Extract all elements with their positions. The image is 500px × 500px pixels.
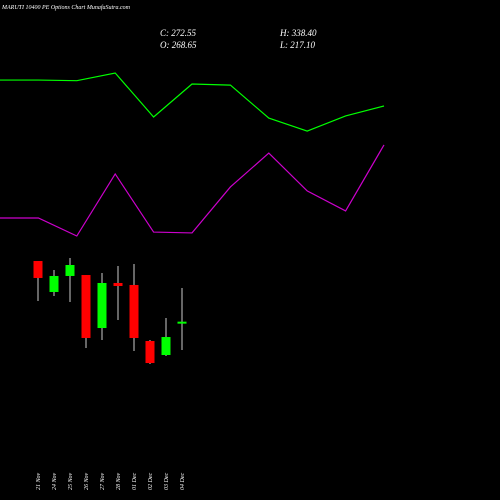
candle-body xyxy=(33,261,43,278)
candle-body xyxy=(161,337,171,356)
x-tick-label: 25 Nov xyxy=(68,472,74,490)
overlay-line xyxy=(0,72,385,132)
x-tick-label: 21 Nov xyxy=(36,472,42,490)
x-tick-label: 26 Nov xyxy=(84,472,90,490)
x-tick-label: 02 Dec xyxy=(148,473,154,490)
x-tick-label: 27 Nov xyxy=(100,472,106,490)
candle-body xyxy=(49,275,59,292)
candle-body xyxy=(145,341,155,364)
header-low: L: 217.10 xyxy=(279,40,316,50)
candle-body xyxy=(177,321,187,324)
candle-body xyxy=(65,264,75,276)
x-tick-label: 24 Nov xyxy=(51,472,58,490)
header-open: O: 268.65 xyxy=(160,40,197,50)
header-close: C: 272.55 xyxy=(160,28,197,38)
x-tick-label: 28 Nov xyxy=(116,472,122,490)
header-high: H: 338.40 xyxy=(279,28,317,38)
candle-body xyxy=(129,284,139,338)
candle-body xyxy=(97,282,107,329)
x-tick-label: 04 Dec xyxy=(179,473,186,490)
x-tick-label: 03 Dec xyxy=(164,473,170,490)
overlay-line xyxy=(0,144,385,237)
x-tick-label: 01 Dec xyxy=(132,473,138,490)
candle-body xyxy=(81,275,91,338)
candle-body xyxy=(113,282,123,287)
chart-title: MARUTI 10400 PE Options Chart MunafaSutr… xyxy=(1,4,131,11)
